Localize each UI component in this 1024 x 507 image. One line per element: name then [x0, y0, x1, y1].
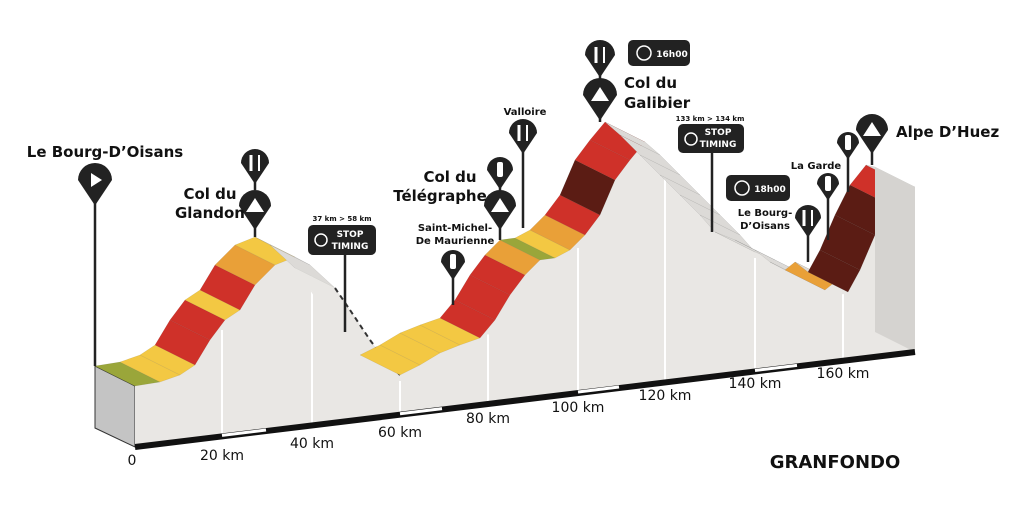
descent-dash: [334, 287, 351, 311]
distance-label: 20 km: [200, 448, 244, 464]
timing-label: STOP: [337, 230, 364, 240]
distance-label: 60 km: [378, 425, 422, 441]
climb-label: Télégraphe: [393, 187, 487, 205]
distance-label: 0: [128, 453, 137, 469]
right-face: [875, 167, 915, 352]
climb-label: Col du: [183, 185, 236, 203]
distance-label: 120 km: [639, 388, 692, 404]
distance-label: 140 km: [729, 376, 782, 392]
distance-label: 100 km: [552, 400, 605, 416]
play-icon: [91, 173, 102, 187]
timing-label: TIMING: [700, 140, 737, 150]
clock-icon: [636, 45, 652, 61]
clock-icon: [684, 132, 698, 146]
timing-range: 37 km > 58 km: [313, 215, 372, 223]
climb-label: Col du: [624, 74, 677, 92]
terrain: [94, 121, 916, 450]
climb-label: Galibier: [624, 94, 691, 112]
distance-label: 80 km: [466, 411, 510, 427]
base-gap: [577, 385, 620, 394]
place-label: Saint-Michel-: [418, 223, 492, 234]
base-gap: [754, 363, 798, 372]
drink-icon: [845, 135, 851, 150]
pin: [509, 119, 537, 154]
distance-label: 40 km: [290, 436, 334, 452]
mountain-icon: [863, 122, 881, 136]
clock-icon: [734, 180, 750, 196]
pin: [585, 40, 615, 78]
distance-label: 160 km: [817, 366, 870, 382]
timing-range: 133 km > 134 km: [676, 115, 745, 123]
timing-label: STOP: [705, 128, 732, 138]
climb-label: Alpe D’Huez: [896, 123, 999, 141]
drink-icon: [825, 176, 831, 191]
drink-icon: [497, 162, 503, 177]
climb-label: Glandon: [175, 204, 245, 222]
descent-dash: [349, 309, 371, 341]
timing-box: [678, 124, 744, 153]
surface-band: [310, 290, 370, 340]
start-label: Le Bourg-D’Oisans: [27, 143, 184, 161]
pin: [795, 205, 821, 238]
route-title: GRANFONDO: [770, 452, 901, 473]
base-gap: [221, 428, 267, 437]
cutoff-label: 16h00: [656, 50, 687, 60]
place-label: Le Bourg-: [738, 208, 793, 219]
mountain-icon: [591, 87, 609, 101]
drink-icon: [450, 254, 456, 269]
timing-label: TIMING: [332, 242, 369, 252]
base-gap: [399, 407, 443, 416]
timing-box: [308, 225, 376, 255]
climb-label: Col du: [423, 168, 476, 186]
place-label: De Maurienne: [416, 236, 495, 247]
pins: [78, 40, 888, 366]
clock-icon: [314, 233, 328, 247]
pin: [241, 149, 269, 184]
place-label: Valloire: [504, 107, 547, 118]
place-label: La Garde: [791, 161, 842, 172]
cutoff-label: 18h00: [754, 185, 785, 195]
mountain-icon: [246, 198, 264, 212]
place-label: D’Oisans: [740, 221, 790, 232]
surface-band: [295, 268, 350, 310]
mountain-icon: [491, 198, 509, 212]
